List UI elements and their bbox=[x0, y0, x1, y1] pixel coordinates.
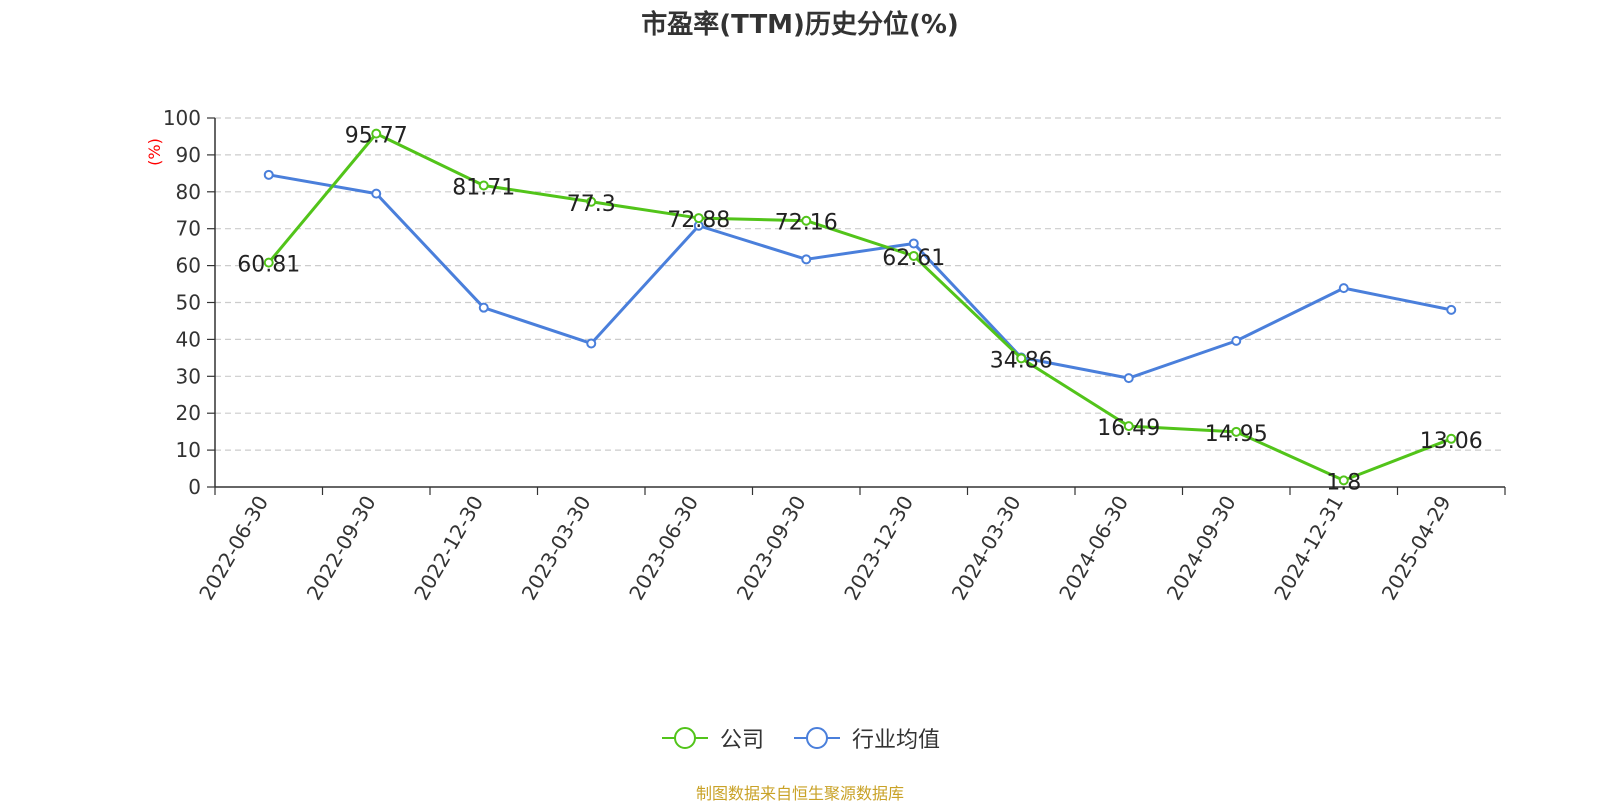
chart-title: 市盈率(TTM)历史分位(%) bbox=[641, 10, 959, 40]
data-point bbox=[1446, 304, 1457, 315]
data-label: 81.71 bbox=[452, 175, 515, 200]
data-point bbox=[801, 215, 812, 226]
x-tick-label: 2023-03-30 bbox=[517, 492, 596, 605]
legend-item[interactable]: 公司 bbox=[660, 722, 764, 754]
legend-label: 公司 bbox=[719, 728, 764, 753]
data-point bbox=[478, 302, 489, 313]
x-tick-label: 2023-06-30 bbox=[624, 492, 703, 605]
data-point bbox=[1123, 373, 1134, 384]
data-label: 62.61 bbox=[882, 246, 945, 271]
legend-label: 行业均值 bbox=[852, 728, 941, 753]
x-tick-label: 2022-09-30 bbox=[302, 492, 381, 605]
data-label: 16.49 bbox=[1097, 416, 1160, 441]
data-label: 95.77 bbox=[345, 124, 408, 149]
data-label: 1.8 bbox=[1326, 470, 1361, 495]
data-point bbox=[1446, 433, 1457, 444]
x-tick-label: 2024-03-30 bbox=[947, 492, 1026, 605]
y-tick-label: 60 bbox=[176, 254, 201, 278]
data-point bbox=[1231, 335, 1242, 346]
data-label: 13.06 bbox=[1420, 429, 1483, 454]
y-tick-label: 50 bbox=[176, 291, 201, 315]
data-point bbox=[1338, 475, 1349, 486]
y-tick-label: 30 bbox=[176, 364, 201, 388]
data-label: 34.86 bbox=[990, 348, 1053, 373]
data-labels: 60.81 95.77 81.71 77.3 72.88 72.16 62.61 34.86 1… bbox=[237, 124, 1482, 496]
data-label: 72.88 bbox=[667, 208, 730, 233]
legend-symbol-circle bbox=[806, 727, 828, 749]
data-point bbox=[908, 238, 919, 249]
x-tick-label: 2024-06-30 bbox=[1054, 492, 1133, 605]
data-point bbox=[1338, 283, 1349, 294]
x-tick-label: 2023-12-30 bbox=[839, 492, 918, 605]
data-point bbox=[908, 250, 919, 261]
data-label: 77.3 bbox=[567, 192, 616, 217]
source-note: 制图数据来自恒生聚源数据库 bbox=[695, 784, 904, 803]
y-tick-label: 70 bbox=[176, 217, 201, 241]
data-point bbox=[371, 128, 382, 139]
legend-item[interactable]: 行业均值 bbox=[792, 722, 940, 754]
y-axis-label: (%) bbox=[145, 138, 164, 166]
y-tick-label: 10 bbox=[176, 438, 201, 462]
data-point bbox=[586, 196, 597, 207]
data-point bbox=[263, 169, 274, 180]
legend-symbol-icon bbox=[794, 727, 840, 749]
series-line bbox=[267, 132, 1452, 482]
legend-symbol-icon bbox=[661, 727, 708, 749]
data-point bbox=[1016, 353, 1027, 364]
y-tick-label: 40 bbox=[176, 327, 201, 351]
data-label: 72.16 bbox=[775, 211, 838, 236]
grid-lines bbox=[215, 117, 1505, 451]
x-tick-label: 2022-06-30 bbox=[194, 492, 273, 605]
y-tick-label: 100 bbox=[163, 106, 201, 130]
data-point bbox=[801, 254, 812, 265]
data-point bbox=[263, 257, 274, 268]
series-line bbox=[268, 173, 1452, 380]
x-tick-label: 2025-04-29 bbox=[1377, 492, 1456, 605]
x-tick-label: 2022-12-30 bbox=[409, 492, 488, 605]
data-label: 14.95 bbox=[1205, 422, 1268, 447]
data-point bbox=[371, 188, 382, 199]
x-tick-label: 2024-12-31 bbox=[1269, 492, 1348, 605]
data-point bbox=[586, 338, 597, 349]
x-tick-label: 2023-09-30 bbox=[732, 492, 811, 605]
y-tick-label: 20 bbox=[176, 401, 201, 425]
data-point bbox=[693, 213, 704, 224]
data-point bbox=[1123, 421, 1134, 432]
legend: 公司 行业均值 bbox=[0, 722, 1600, 754]
series-lines bbox=[263, 128, 1457, 486]
legend-symbol-circle bbox=[673, 727, 696, 749]
y-tick-label: 90 bbox=[176, 143, 201, 167]
x-tick-label: 2024-09-30 bbox=[1162, 492, 1241, 605]
y-tick-label: 80 bbox=[176, 180, 201, 204]
data-label: 60.81 bbox=[237, 253, 300, 278]
axes: 0 10 20 30 40 50 60 70 80 90 100 (%) 2022-06-30 2022-… bbox=[145, 106, 1506, 605]
data-point bbox=[478, 180, 489, 191]
data-point bbox=[1231, 426, 1242, 437]
y-tick-label: 0 bbox=[188, 475, 201, 499]
